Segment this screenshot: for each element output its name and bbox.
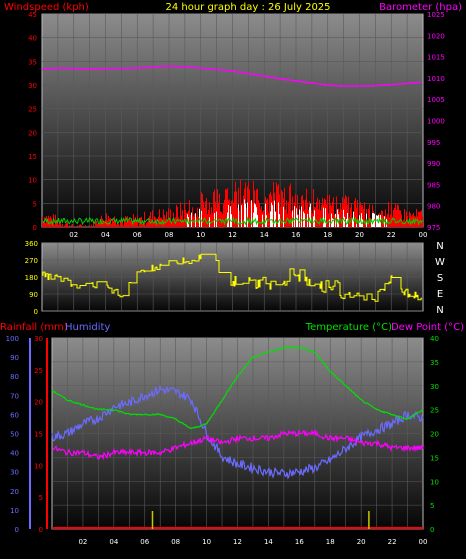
x-tick-label-wind: 08 xyxy=(165,231,174,239)
x-tick-label-temperature: 14 xyxy=(264,538,273,546)
y-tick-label-humidity: 0 xyxy=(15,526,19,534)
humidity-axis-title: Humidity xyxy=(65,322,110,333)
y-tick-label-humidity: 30 xyxy=(10,469,19,477)
y-tick-label-humidity: 100 xyxy=(6,335,19,343)
x-tick-label-wind: 22 xyxy=(387,231,396,239)
x-tick-label-temperature: 22 xyxy=(388,538,397,546)
temperature-line xyxy=(51,346,424,430)
y-tick-label-rainfall: 5 xyxy=(39,494,43,502)
y-tick-label-rainfall: 30 xyxy=(34,335,43,343)
y-tick-label-direction: 180 xyxy=(25,274,38,282)
y-tick-label-rainfall: 25 xyxy=(34,367,43,375)
axis-layer: 0202040406060808101012121414161618182020… xyxy=(6,11,445,546)
compass-label: E xyxy=(437,289,443,300)
x-tick-label-wind: 06 xyxy=(133,231,142,239)
x-tick-label-temperature: 12 xyxy=(233,538,242,546)
x-tick-label-wind: 14 xyxy=(260,231,269,239)
y-tick-label-windspeed: 20 xyxy=(28,129,37,137)
x-tick-label-wind: 12 xyxy=(228,231,237,239)
right-axis-title: Barometer (hpa) xyxy=(379,2,462,13)
y-tick-label-direction: 90 xyxy=(29,291,38,299)
compass-label: N xyxy=(436,241,443,252)
temperature-axis-title: Temperature (°C) xyxy=(305,322,392,333)
x-tick-label-temperature: 06 xyxy=(140,538,149,546)
y-tick-label-windspeed: 0 xyxy=(33,224,37,232)
y-tick-label-barometer: 985 xyxy=(427,181,440,189)
humidity-line xyxy=(51,384,424,480)
y-tick-label-temperature: 15 xyxy=(430,454,439,462)
dewpoint-axis-title: Dew Point (°C) xyxy=(391,322,464,333)
y-tick-label-rainfall: 20 xyxy=(34,399,43,407)
y-tick-label-temperature: 10 xyxy=(430,478,439,486)
y-tick-label-humidity: 70 xyxy=(10,392,19,400)
y-tick-label-barometer: 1000 xyxy=(427,118,445,126)
y-tick-label-direction: 360 xyxy=(25,240,38,248)
y-tick-label-rainfall: 15 xyxy=(34,431,43,439)
compass-label: N xyxy=(436,305,443,316)
x-tick-label-wind: 10 xyxy=(196,231,205,239)
y-tick-label-humidity: 80 xyxy=(10,373,19,381)
y-tick-label-rainfall: 0 xyxy=(39,526,43,534)
rainfall-axis-title: Rainfall (mm) xyxy=(0,322,68,333)
y-tick-label-humidity: 60 xyxy=(10,411,19,419)
y-tick-label-temperature: 35 xyxy=(430,359,439,367)
y-tick-label-humidity: 40 xyxy=(10,450,19,458)
y-tick-label-humidity: 10 xyxy=(10,507,19,515)
y-tick-label-windspeed: 35 xyxy=(28,58,37,66)
y-tick-label-barometer: 1020 xyxy=(427,32,445,40)
x-tick-label-wind: 04 xyxy=(101,231,110,239)
chart-title: 24 hour graph day : 26 July 2025 xyxy=(165,2,330,13)
left-axis-title: Windspeed (kph) xyxy=(4,2,89,13)
x-tick-label-wind: 00 xyxy=(419,231,428,239)
y-tick-label-windspeed: 25 xyxy=(28,106,37,114)
y-tick-label-temperature: 0 xyxy=(430,526,434,534)
compass-label: W xyxy=(435,257,445,268)
x-tick-label-temperature: 00 xyxy=(419,538,428,546)
wind-average-line xyxy=(42,216,423,226)
y-tick-label-barometer: 975 xyxy=(427,224,440,232)
y-tick-label-windspeed: 5 xyxy=(33,200,37,208)
x-tick-label-wind: 02 xyxy=(69,231,78,239)
y-tick-label-windspeed: 40 xyxy=(28,35,37,43)
y-tick-label-temperature: 40 xyxy=(430,335,439,343)
y-tick-label-windspeed: 10 xyxy=(28,177,37,185)
barometer-line xyxy=(41,65,422,87)
y-tick-label-barometer: 980 xyxy=(427,203,440,211)
x-tick-label-temperature: 08 xyxy=(171,538,180,546)
x-tick-label-temperature: 16 xyxy=(295,538,304,546)
x-tick-label-temperature: 10 xyxy=(202,538,211,546)
y-tick-label-humidity: 20 xyxy=(10,488,19,496)
y-tick-label-humidity: 50 xyxy=(10,431,19,439)
y-tick-label-barometer: 995 xyxy=(427,139,440,147)
y-tick-label-temperature: 25 xyxy=(430,407,439,415)
compass-label: S xyxy=(437,273,443,284)
y-tick-label-windspeed: 30 xyxy=(28,82,37,90)
y-tick-label-barometer: 1015 xyxy=(427,54,445,62)
y-tick-label-temperature: 30 xyxy=(430,383,439,391)
x-tick-label-wind: 18 xyxy=(323,231,332,239)
y-tick-label-temperature: 20 xyxy=(430,431,439,439)
wind-direction-line xyxy=(42,253,422,302)
y-tick-label-barometer: 1005 xyxy=(427,96,445,104)
x-tick-label-temperature: 18 xyxy=(326,538,335,546)
series-layer xyxy=(41,65,424,529)
y-tick-label-barometer: 1010 xyxy=(427,75,445,83)
dewpoint-line xyxy=(51,428,424,461)
y-tick-label-direction: 270 xyxy=(25,257,38,265)
y-tick-label-direction: 0 xyxy=(34,308,38,316)
x-tick-label-temperature: 20 xyxy=(357,538,366,546)
y-tick-label-temperature: 5 xyxy=(430,502,434,510)
x-tick-label-wind: 16 xyxy=(292,231,301,239)
y-tick-label-barometer: 990 xyxy=(427,160,440,168)
x-tick-label-wind: 20 xyxy=(355,231,364,239)
x-tick-label-temperature: 02 xyxy=(78,538,87,546)
y-tick-label-barometer: 1025 xyxy=(427,11,445,19)
x-tick-label-temperature: 04 xyxy=(109,538,118,546)
y-tick-label-rainfall: 10 xyxy=(34,462,43,470)
y-tick-label-windspeed: 15 xyxy=(28,153,37,161)
y-tick-label-humidity: 90 xyxy=(10,354,19,362)
y-tick-label-windspeed: 45 xyxy=(28,11,37,19)
